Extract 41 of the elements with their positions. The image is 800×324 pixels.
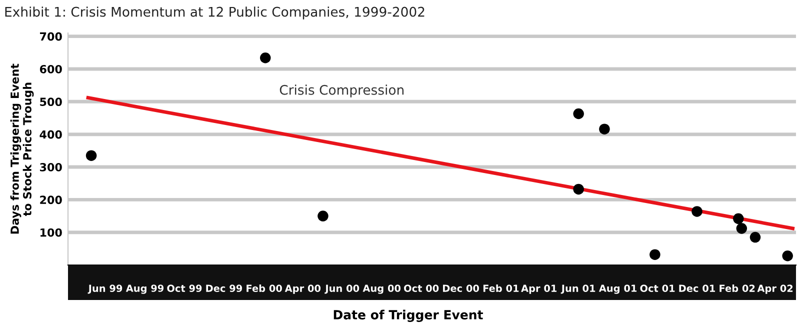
y-tick-label: 200 — [40, 196, 62, 204]
point — [573, 184, 584, 195]
x-axis-title: Date of Trigger Event — [334, 310, 483, 322]
x-tick-label: Aug 01 — [598, 284, 637, 294]
annotation: Crisis Compression — [280, 84, 404, 98]
y-tick-label: 500 — [40, 98, 62, 106]
x-tick-label: Jun 01 — [560, 284, 596, 294]
x-tick-label: Aug 99 — [126, 284, 164, 294]
x-tick-label: Dec 99 — [206, 284, 242, 292]
x-tick-label: Dec 00 — [443, 284, 479, 292]
x-tick-label: Feb 01 — [483, 284, 519, 292]
y-tick-label: 400 — [40, 130, 62, 139]
point — [733, 213, 744, 224]
x-tick-label: Apr 00 — [284, 284, 321, 294]
x-tick-label: Aug 00 — [362, 284, 401, 294]
y-tick-label: 100 — [40, 228, 62, 237]
chart-title: Exhibit 1: Crisis Momentum at 12 Public Companies, 1999-2002 — [5, 6, 424, 20]
x-tick-label: Jun 00 — [324, 284, 360, 294]
point — [736, 223, 748, 234]
y-tick-label: 700 — [40, 32, 62, 41]
point — [318, 210, 328, 222]
y-axis-title: Days from Triggering Event to Stock Price Trough — [10, 64, 34, 234]
point — [750, 232, 761, 243]
point — [782, 250, 793, 262]
y-tick-label: 600 — [40, 64, 62, 74]
x-tick-label: Dec 01 — [679, 284, 715, 292]
x-tick-label: Oct 01 — [640, 284, 675, 292]
point — [650, 249, 660, 260]
point — [573, 108, 584, 120]
x-tick-label: Apr 01 — [521, 284, 557, 294]
x-tick-label: Jun 99 — [88, 284, 122, 294]
point — [86, 150, 97, 161]
point — [692, 206, 702, 217]
point — [260, 52, 271, 64]
point — [599, 124, 610, 134]
x-tick-label: Feb 02 — [720, 284, 755, 292]
x-tick-label: Oct 00 — [404, 284, 439, 292]
x-tick-label: Apr 02 — [757, 284, 793, 294]
y-tick-label: 300 — [40, 162, 62, 172]
x-tick-label: Feb 00 — [246, 284, 282, 292]
x-tick-label: Oct 99 — [167, 284, 202, 292]
